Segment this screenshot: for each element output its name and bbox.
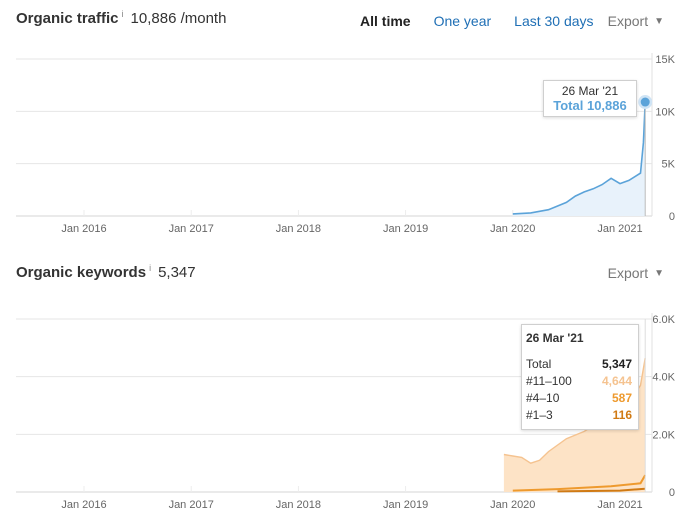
tab-all-time[interactable]: All time	[360, 13, 411, 29]
y-tick-label: 4.0K	[652, 372, 675, 384]
y-tick-label: 2.0K	[652, 429, 675, 441]
x-tick-label: Jan 2016	[61, 223, 106, 235]
y-tick-label: 0	[669, 211, 675, 223]
tooltip-row-total: Total 5,347	[526, 356, 632, 373]
traffic-tooltip-total: Total 10,886	[553, 98, 627, 113]
y-tick-label: 10K	[655, 106, 675, 118]
chevron-down-icon: ▼	[654, 15, 664, 27]
keywords-tooltip-date: 26 Mar '21	[526, 331, 584, 345]
x-tick-label: Jan 2017	[169, 223, 214, 235]
traffic-chart[interactable]: 0 5K 10K 15K Jan 2016 Jan 2017 Jan 2018 Jan 201…	[0, 0, 680, 250]
traffic-export-label: Export	[607, 13, 649, 29]
organic-keywords-panel: Organic keywords i 5,347 Export ▼ 0 2.0K 4…	[0, 252, 680, 512]
traffic-value: 10,886 /month	[130, 10, 227, 27]
traffic-export-button[interactable]: Export ▼	[608, 13, 664, 29]
tab-one-year[interactable]: One year	[433, 13, 492, 29]
x-tick-label: Jan 2019	[383, 499, 428, 511]
traffic-tooltip: 26 Mar '21 Total 10,886	[543, 80, 637, 117]
keywords-value: 5,347	[158, 264, 196, 281]
tooltip-row-label: Total	[526, 357, 552, 371]
keywords-export-label: Export	[607, 265, 649, 281]
tooltip-row-value: 5,347	[601, 357, 632, 371]
traffic-area	[512, 102, 646, 216]
tooltip-row-value: 116	[612, 408, 632, 422]
tooltip-row-label: #11–100	[526, 374, 572, 388]
date-range-tabs: All time One year Last 30 days	[360, 13, 617, 29]
x-tick-label: Jan 2018	[276, 223, 321, 235]
traffic-title: Organic traffic	[16, 10, 119, 27]
keywords-export-button[interactable]: Export ▼	[608, 265, 664, 281]
x-tick-label: Jan 2016	[61, 499, 106, 511]
x-tick-label: Jan 2017	[169, 499, 214, 511]
tooltip-row-value: 4,644	[601, 374, 632, 388]
x-tick-label: Jan 2018	[276, 499, 321, 511]
traffic-line	[512, 102, 646, 215]
y-tick-label: 15K	[655, 54, 675, 66]
organic-traffic-panel: Organic traffic i 10,886 /month All time…	[0, 0, 680, 250]
x-tick-label: Jan 2020	[490, 223, 535, 235]
keywords-tooltip: 26 Mar '21 Total 5,347 #11–100 4,644 #4–…	[521, 324, 639, 430]
traffic-header: Organic traffic i 10,886 /month	[16, 9, 227, 27]
traffic-info-icon[interactable]: i	[121, 9, 124, 19]
tooltip-row-1-3: #1–3 116	[526, 407, 632, 424]
x-tick-label: Jan 2021	[597, 223, 642, 235]
series-11-100-area	[503, 358, 646, 492]
y-tick-label: 5K	[662, 159, 676, 171]
chevron-down-icon: ▼	[654, 267, 664, 279]
x-tick-label: Jan 2020	[490, 499, 535, 511]
y-tick-label: 0	[669, 487, 675, 499]
x-tick-label: Jan 2021	[597, 499, 642, 511]
keywords-title: Organic keywords	[16, 264, 147, 281]
series-4-10-line	[512, 474, 647, 492]
tab-last-30-days[interactable]: Last 30 days	[514, 13, 594, 29]
y-tick-label: 6.0K	[652, 314, 675, 326]
series-1-3-line	[557, 487, 646, 493]
tooltip-row-label: #4–10	[526, 391, 560, 405]
x-tick-label: Jan 2019	[383, 223, 428, 235]
tooltip-row-11-100: #11–100 4,644	[526, 373, 632, 390]
traffic-tooltip-date: 26 Mar '21	[561, 84, 619, 98]
tooltip-row-4-10: #4–10 587	[526, 390, 632, 407]
traffic-point[interactable]	[640, 97, 650, 107]
keywords-header: Organic keywords i 5,347	[16, 263, 196, 281]
keywords-chart[interactable]: 0 2.0K 4.0K 6.0K Jan 2016 Jan 2017 Jan 2018 Jan…	[0, 252, 680, 512]
tooltip-row-value: 587	[611, 391, 632, 405]
tooltip-row-label: #1–3	[526, 408, 553, 422]
keywords-info-icon[interactable]: i	[149, 263, 152, 273]
